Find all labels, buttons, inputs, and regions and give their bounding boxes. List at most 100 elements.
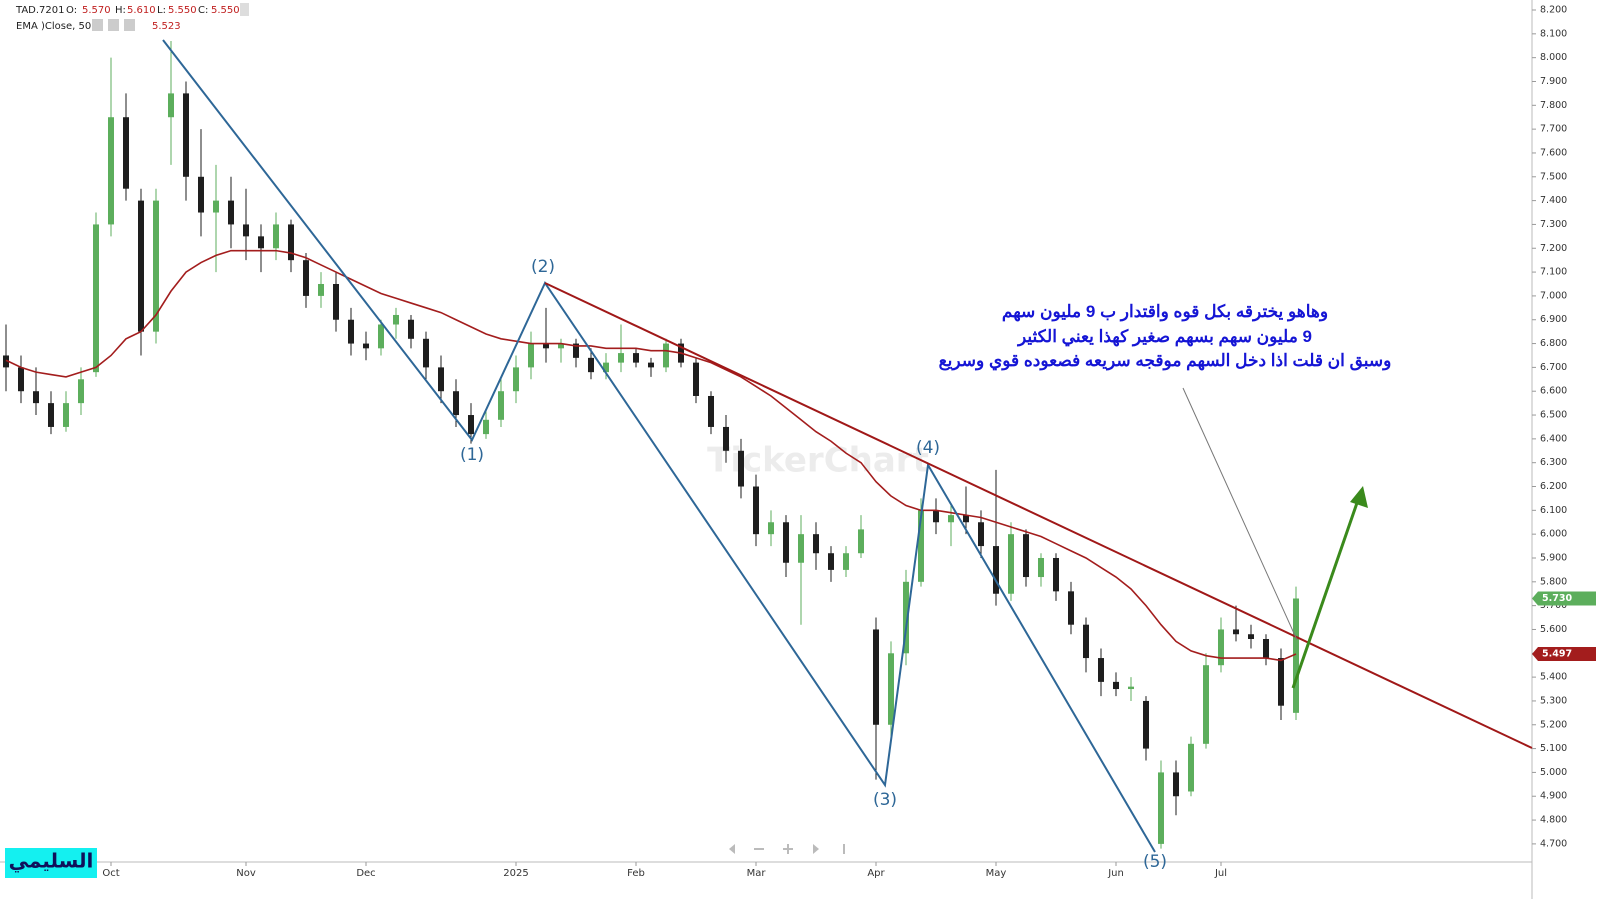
- menu-icon[interactable]: [240, 3, 249, 16]
- candle-body: [303, 260, 309, 296]
- candle-body: [1203, 665, 1209, 744]
- annotation: وهاهو يخترقه بكل قوه واقتدار ب 9 مليون س…: [1001, 302, 1329, 321]
- candle-body: [258, 236, 264, 249]
- header-label: O:: [66, 5, 77, 16]
- candle-body: [933, 510, 939, 523]
- candle-body: [498, 391, 504, 420]
- candle-body: [858, 529, 864, 554]
- y-tick-label: 6.900: [1540, 314, 1567, 325]
- wave-label: (5): [1143, 852, 1167, 872]
- y-tick-label: 5.100: [1540, 743, 1567, 754]
- candle-body: [228, 200, 234, 225]
- candle-body: [738, 450, 744, 487]
- candle-body: [438, 367, 444, 392]
- y-tick-label: 8.100: [1540, 28, 1567, 39]
- y-tick-label: 6.500: [1540, 410, 1567, 421]
- candle-body: [378, 324, 384, 349]
- header-value: 5.550: [168, 5, 197, 16]
- price-tag: [1532, 647, 1596, 662]
- candle-body: [723, 426, 729, 451]
- candle-body: [18, 367, 24, 392]
- y-tick-label: 6.100: [1540, 505, 1567, 516]
- candle-body: [348, 319, 354, 344]
- x-tick-label: Nov: [236, 868, 256, 879]
- y-tick-label: 6.200: [1540, 481, 1567, 492]
- candle-body: [528, 343, 534, 368]
- nav-bar: [729, 844, 845, 854]
- candle-body: [918, 510, 924, 582]
- y-tick-label: 7.800: [1540, 100, 1567, 111]
- y-tick-label: 6.800: [1540, 338, 1567, 349]
- candle-body: [78, 379, 84, 404]
- y-tick-label: 5.000: [1540, 767, 1567, 778]
- candle-body: [453, 391, 459, 416]
- candle-body: [243, 224, 249, 237]
- y-tick-label: 5.700: [1540, 600, 1567, 611]
- nav-right[interactable]: [813, 844, 819, 854]
- candle-body: [393, 314, 399, 325]
- nav-end[interactable]: [843, 844, 845, 854]
- candle-body: [648, 362, 654, 368]
- candle-body: [153, 200, 159, 332]
- candle-body: [408, 319, 414, 339]
- wave-label: (2): [531, 257, 555, 277]
- candle-body: [468, 415, 474, 435]
- candle-body: [183, 93, 189, 177]
- candle-body: [1263, 638, 1269, 659]
- x-tick-label: May: [986, 868, 1007, 879]
- settings-icon[interactable]: [92, 19, 103, 31]
- y-tick-label: 7.400: [1540, 195, 1567, 206]
- y-tick-label: 7.300: [1540, 219, 1567, 230]
- wave-label: (3): [873, 790, 897, 810]
- candle-body: [1143, 700, 1149, 749]
- nav-zoom-in: [787, 844, 789, 854]
- candle-body: [1173, 772, 1179, 797]
- header-label: L:: [157, 5, 166, 16]
- candle-body: [993, 546, 999, 594]
- header-value: 5.550: [211, 5, 240, 16]
- candle-body: [1038, 557, 1044, 578]
- y-tick-label: 5.300: [1540, 695, 1567, 706]
- y-tick-label: 7.000: [1540, 290, 1567, 301]
- candle-body: [978, 522, 984, 547]
- candle-body: [3, 355, 9, 368]
- y-tick-label: 8.200: [1540, 5, 1567, 16]
- nav-zoom-out[interactable]: [754, 848, 764, 850]
- x-tick-label: Oct: [102, 868, 119, 879]
- candle-body: [213, 200, 219, 213]
- indicator-value: 5.523: [152, 21, 181, 32]
- y-tick-label: 5.800: [1540, 576, 1567, 587]
- annotation: وسبق ان قلت اذا دخل السهم موقجه سريعه فص…: [938, 351, 1392, 370]
- candle-body: [1023, 534, 1029, 578]
- candle-body: [1098, 658, 1104, 682]
- x-tick-label: Jun: [1107, 868, 1124, 879]
- y-tick-label: 7.100: [1540, 267, 1567, 278]
- candle-body: [123, 117, 129, 189]
- header-label: C:: [198, 5, 208, 16]
- candle-body: [753, 486, 759, 535]
- candle-body: [483, 419, 489, 435]
- y-tick-label: 5.400: [1540, 672, 1567, 683]
- close-icon[interactable]: [124, 19, 135, 31]
- y-tick-label: 7.500: [1540, 171, 1567, 182]
- edit-icon[interactable]: [108, 19, 119, 31]
- price-tag: [1532, 591, 1596, 606]
- pointer-line: [1182, 387, 1298, 641]
- x-tick-label: Mar: [747, 868, 767, 879]
- indicator-name: EMA )Close, 50(: [16, 21, 95, 32]
- candle-body: [333, 283, 339, 320]
- candle-body: [1083, 624, 1089, 659]
- candle-body: [573, 343, 579, 358]
- nav-left[interactable]: [729, 844, 735, 854]
- candle-body: [873, 629, 879, 725]
- candle-body: [888, 653, 894, 725]
- price-tag-label: 5.497: [1542, 649, 1572, 660]
- candle-body: [843, 553, 849, 570]
- candle-body: [903, 581, 909, 654]
- y-tick-label: 4.800: [1540, 815, 1567, 826]
- signature: السليمي: [9, 849, 94, 874]
- candle-body: [798, 534, 804, 563]
- x-tick-label: 2025: [503, 868, 528, 879]
- candle-body: [1053, 557, 1059, 592]
